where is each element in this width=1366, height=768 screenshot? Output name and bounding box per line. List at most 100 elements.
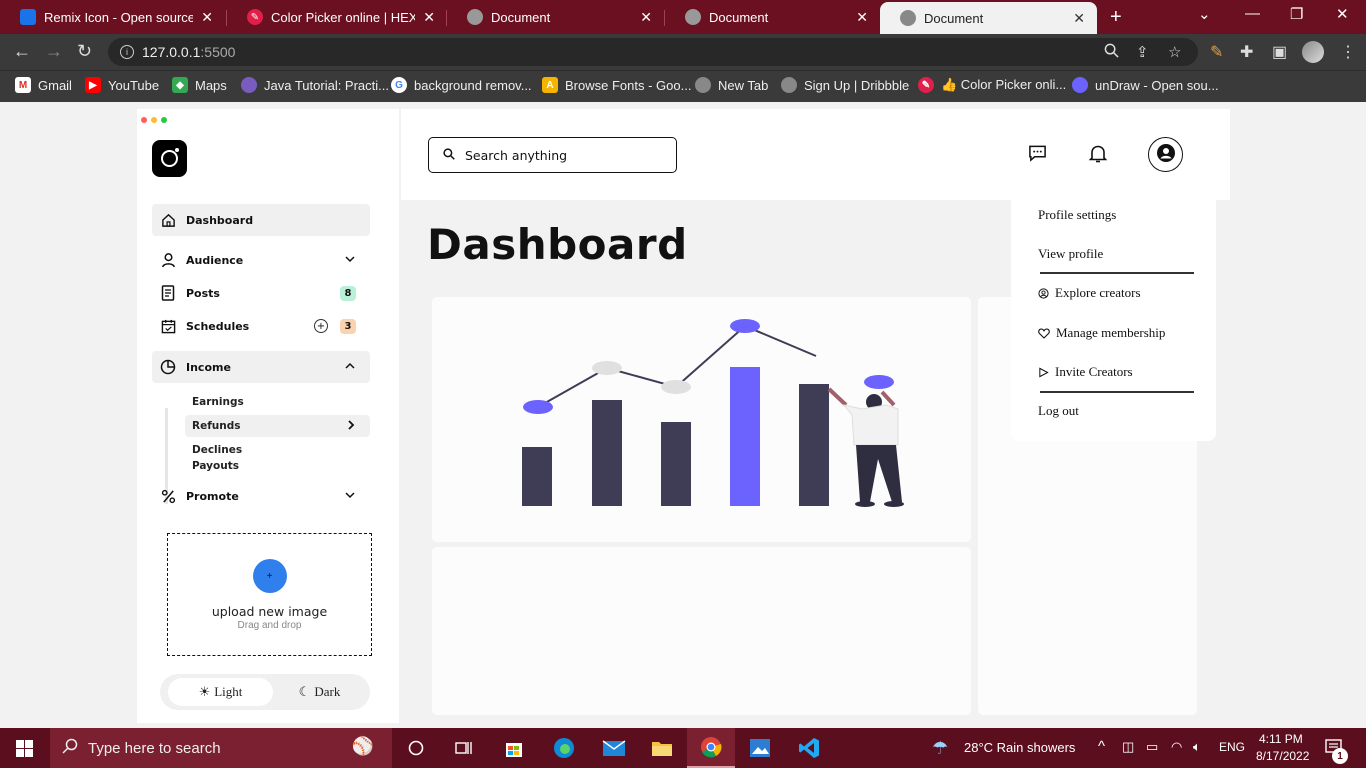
submenu-item-refunds[interactable]: Refunds — [185, 415, 370, 437]
dark-theme-button[interactable]: ☾ Dark — [298, 684, 341, 699]
menu-item-logout[interactable]: Log out — [1038, 403, 1079, 418]
bookmark-undraw[interactable]: unDraw - Open sou... — [1072, 77, 1219, 93]
widgets-icon[interactable] — [440, 728, 488, 768]
side-panel-icon[interactable]: ▣ — [1272, 44, 1288, 61]
camera-icon[interactable]: ◫ — [1122, 739, 1135, 754]
browser-tab-bar: Remix Icon - Open source ico ✕ ✎ Color P… — [0, 0, 1366, 34]
light-theme-button[interactable]: ☀ Light — [168, 678, 273, 706]
browser-tab-active[interactable]: Document ✕ — [880, 2, 1097, 34]
language-indicator[interactable]: ENG — [1219, 740, 1246, 754]
browser-tab[interactable]: Remix Icon - Open source ico ✕ — [0, 2, 225, 32]
browser-tab[interactable]: ✎ Color Picker online | HEX C ✕ — [227, 2, 447, 32]
menu-item-profile-settings[interactable]: Profile settings — [1038, 207, 1117, 222]
sidebar-item-schedules[interactable]: Schedules + 3 — [152, 310, 370, 342]
submenu-item-declines[interactable]: Declines — [192, 444, 243, 456]
site-info-icon[interactable]: i — [120, 45, 134, 59]
file-explorer-icon[interactable] — [638, 728, 686, 768]
wifi-icon[interactable]: ◠ — [1171, 739, 1183, 754]
edge-icon[interactable] — [540, 728, 588, 768]
messages-icon[interactable] — [1028, 144, 1047, 165]
share-icon[interactable]: ⇪ — [1136, 44, 1149, 61]
sidebar-item-dashboard[interactable]: Dashboard — [152, 204, 370, 236]
submenu-guide — [165, 408, 168, 504]
moon-icon: ☾ — [298, 684, 311, 699]
reload-icon[interactable]: ↻ — [77, 41, 93, 61]
upload-dropzone[interactable]: + upload new image Drag and drop — [167, 533, 372, 656]
submenu-item-payouts[interactable]: Payouts — [192, 460, 239, 472]
browser-profile-avatar[interactable] — [1302, 41, 1324, 63]
add-schedule-icon[interactable]: + — [314, 319, 328, 333]
browser-tab[interactable]: Document ✕ — [447, 2, 664, 32]
sidebar-item-audience[interactable]: Audience — [152, 244, 370, 276]
notification-bell-icon[interactable] — [1088, 144, 1108, 167]
sidebar-item-income[interactable]: Income — [152, 351, 370, 383]
chevron-up-icon[interactable]: ^ — [1098, 738, 1106, 755]
menu-item-invite-creators[interactable]: Invite Creators — [1038, 364, 1133, 380]
search-input[interactable]: Search anything — [428, 137, 677, 173]
illustration-card — [432, 297, 971, 542]
tab-search-icon[interactable]: ⌄ — [1198, 6, 1211, 23]
submenu-item-earnings[interactable]: Earnings — [192, 396, 244, 408]
close-tab-icon[interactable]: ✕ — [856, 8, 868, 25]
chevron-up-icon[interactable] — [344, 360, 356, 375]
close-tab-icon[interactable]: ✕ — [201, 8, 213, 25]
upload-title: upload new image — [211, 604, 328, 619]
bookmark-maps[interactable]: ◆ Maps — [172, 77, 227, 93]
volume-icon[interactable]: 🔈︎ — [1193, 739, 1201, 754]
undraw-icon — [1072, 77, 1088, 93]
battery-icon[interactable]: ▭ — [1146, 739, 1159, 754]
close-window-icon[interactable]: ✕ — [1336, 6, 1349, 23]
restore-icon[interactable]: ❐ — [1290, 6, 1304, 23]
sidebar-item-promote[interactable]: Promote — [152, 480, 370, 512]
upload-button[interactable]: + — [252, 559, 287, 593]
bookmark-dribbble[interactable]: Sign Up | Dribbble — [781, 77, 909, 93]
app-logo[interactable] — [152, 140, 187, 177]
close-tab-icon[interactable]: ✕ — [640, 8, 652, 25]
task-view-icon[interactable] — [392, 728, 440, 768]
colorpicker-icon: ✎ — [918, 77, 934, 93]
back-icon[interactable]: ← — [13, 41, 31, 61]
bookmark-color-picker[interactable]: ✎ 👍 Color Picker onli... — [918, 77, 1066, 93]
extensions-icon[interactable]: ✚ — [1240, 44, 1254, 61]
document-icon — [160, 285, 176, 301]
colorpicker-extension-icon[interactable]: ✎ — [1210, 44, 1224, 61]
bookmark-java-tutorial[interactable]: Java Tutorial: Practi... — [241, 77, 389, 93]
mail-icon[interactable] — [590, 728, 638, 768]
tab-title: Remix Icon - Open source ico — [44, 9, 194, 25]
bookmark-star-icon[interactable]: ☆ — [1168, 44, 1182, 61]
browser-menu-icon[interactable]: ⋮ — [1340, 44, 1356, 61]
close-tab-icon[interactable]: ✕ — [423, 8, 435, 25]
sidebar: Dashboard Audience Posts 8 Schedules + — [137, 109, 399, 723]
url-field[interactable]: i 127.0.0.1:5500 — [108, 38, 1198, 66]
sidebar-item-posts[interactable]: Posts 8 — [152, 277, 370, 309]
minimize-icon[interactable]: — — [1245, 5, 1260, 22]
clock-time[interactable]: 4:11 PM — [1259, 732, 1303, 746]
new-tab-icon[interactable]: + — [1110, 6, 1122, 28]
windows-start-icon[interactable] — [16, 740, 33, 760]
weather-icon[interactable]: ☂ — [932, 738, 949, 758]
bookmark-youtube[interactable]: ▶ YouTube — [85, 77, 159, 93]
taskbar-search-input[interactable]: Type here to search ⚾ — [50, 728, 392, 768]
bookmark-new-tab[interactable]: New Tab — [695, 77, 768, 93]
zoom-icon[interactable] — [1104, 43, 1119, 62]
forward-icon[interactable]: → — [45, 41, 63, 61]
browser-tab[interactable]: Document ✕ — [665, 2, 880, 32]
chevron-down-icon[interactable] — [344, 253, 356, 268]
menu-item-manage-membership[interactable]: Manage membership — [1038, 325, 1165, 341]
clock-date[interactable]: 8/17/2022 — [1256, 749, 1310, 763]
menu-item-view-profile[interactable]: View profile — [1038, 246, 1104, 261]
globe-icon — [781, 77, 797, 93]
vscode-icon[interactable] — [785, 728, 833, 768]
chevron-down-icon[interactable] — [344, 489, 356, 504]
bookmark-browse-fonts[interactable]: A Browse Fonts - Goo... — [542, 77, 691, 93]
bookmark-gmail[interactable]: M Gmail — [15, 77, 72, 93]
account-button[interactable] — [1148, 137, 1183, 172]
weather-text[interactable]: 28°C Rain showers — [964, 740, 1076, 755]
close-tab-icon[interactable]: ✕ — [1073, 9, 1085, 26]
sidebar-item-label: Audience — [186, 253, 244, 267]
chrome-icon[interactable] — [687, 728, 735, 768]
menu-item-explore-creators[interactable]: Explore creators — [1038, 285, 1141, 301]
photos-icon[interactable] — [736, 728, 784, 768]
store-icon[interactable] — [490, 728, 538, 768]
